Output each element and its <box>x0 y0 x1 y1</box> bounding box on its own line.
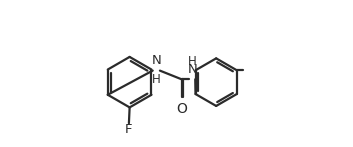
Text: O: O <box>176 102 187 116</box>
Text: N: N <box>151 54 161 67</box>
Text: H: H <box>188 55 197 68</box>
Text: N: N <box>187 63 197 76</box>
Text: F: F <box>125 123 133 136</box>
Text: H: H <box>152 73 161 86</box>
